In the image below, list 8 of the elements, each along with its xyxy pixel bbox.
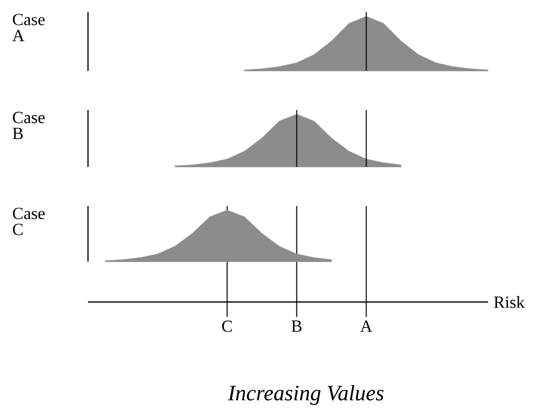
x-axis-title: Risk [494,296,525,308]
y-axis-title: Case A [12,14,45,42]
text: Increasing Values [228,385,384,405]
y-axis-title: Case C [12,208,45,236]
y-axis-title: Case B [12,112,45,140]
x-tick-label: C [222,320,232,332]
x-tick-label: A [360,320,372,332]
x-tick-label: B [292,320,302,332]
